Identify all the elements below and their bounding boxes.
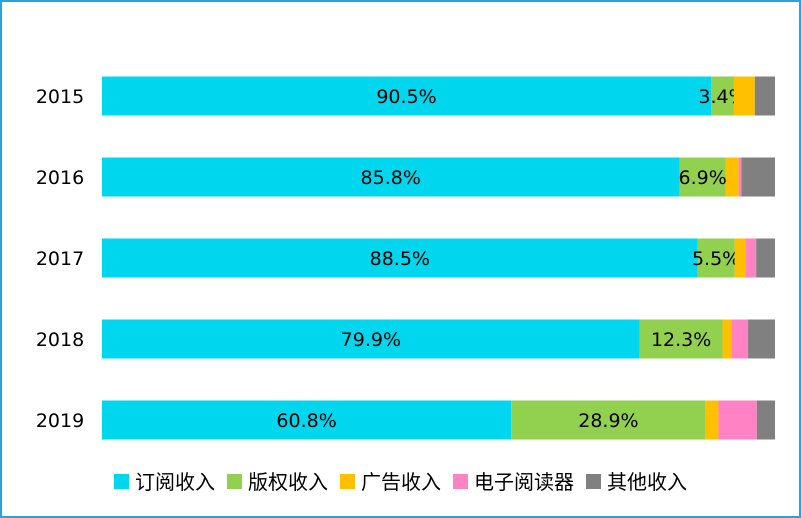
legend-label-3: 电子阅读器 bbox=[474, 470, 574, 494]
bar-2017-series-0 bbox=[102, 238, 698, 278]
bar-2018-series-4 bbox=[748, 319, 775, 359]
bar-2015-series-1 bbox=[711, 76, 734, 116]
category-label-2015: 2015 bbox=[36, 86, 84, 108]
legend-swatch-1 bbox=[227, 474, 242, 489]
legend-label-4: 其他收入 bbox=[607, 470, 687, 494]
data-label-2019-series-1: 28.9% bbox=[578, 410, 638, 432]
bar-2019-series-4 bbox=[756, 400, 775, 440]
bar-2017-series-1 bbox=[697, 238, 735, 278]
legend: 订阅收入 版权收入 广告收入 电子阅读器 其他收入 bbox=[114, 470, 687, 494]
bar-2016-series-2 bbox=[725, 157, 739, 197]
data-label-2017-series-0: 88.5% bbox=[370, 248, 430, 270]
bar-2016-series-4 bbox=[741, 157, 775, 197]
category-label-2019: 2019 bbox=[36, 410, 84, 432]
data-label-2017-series-1: 5.5% bbox=[692, 248, 740, 270]
bars-layer: 90.5% 3.4%85.8% 6.9%88.5% 5.5%79.9% 12.3%60.… bbox=[102, 76, 775, 440]
bar-2016-series-3 bbox=[738, 157, 742, 197]
data-label-2018-series-1: 12.3% bbox=[651, 329, 711, 351]
category-label-2018: 2018 bbox=[36, 329, 84, 351]
data-label-2015-series-0: 90.5% bbox=[376, 86, 436, 108]
data-label-2016-series-1: 6.9% bbox=[679, 167, 727, 189]
bar-2018-series-0 bbox=[102, 319, 640, 359]
category-label-2017: 2017 bbox=[36, 248, 84, 270]
bar-2015-series-0 bbox=[102, 76, 712, 116]
bar-2018-series-2 bbox=[722, 319, 732, 359]
legend-swatch-0 bbox=[114, 474, 129, 489]
bar-2016-series-0 bbox=[102, 157, 680, 197]
legend-label-2: 广告收入 bbox=[361, 470, 441, 494]
bar-2015-series-4 bbox=[754, 76, 775, 116]
category-label-2016: 2016 bbox=[36, 167, 84, 189]
bar-2016-series-1 bbox=[679, 157, 726, 197]
legend-swatch-2 bbox=[340, 474, 355, 489]
bar-2018-series-1 bbox=[639, 319, 723, 359]
bar-2019-series-0 bbox=[102, 400, 512, 440]
data-label-2019-series-0: 60.8% bbox=[276, 410, 336, 432]
legend-label-0: 订阅收入 bbox=[135, 470, 215, 494]
bar-2019-series-3 bbox=[718, 400, 757, 440]
data-label-2016-series-0: 85.8% bbox=[361, 167, 421, 189]
category-labels: 2015 2016 2017 2018 2019 bbox=[36, 86, 84, 432]
data-label-2018-series-0: 79.9% bbox=[341, 329, 401, 351]
bar-2019-series-1 bbox=[511, 400, 706, 440]
bar-2017-series-4 bbox=[756, 238, 775, 278]
legend-label-1: 版权收入 bbox=[248, 470, 328, 494]
legend-swatch-4 bbox=[586, 474, 601, 489]
bar-2017-series-2 bbox=[734, 238, 746, 278]
legend-swatch-3 bbox=[453, 474, 468, 489]
bar-2017-series-3 bbox=[745, 238, 757, 278]
bar-2015-series-2 bbox=[733, 76, 755, 116]
bar-2019-series-2 bbox=[705, 400, 719, 440]
bar-2018-series-3 bbox=[731, 319, 749, 359]
